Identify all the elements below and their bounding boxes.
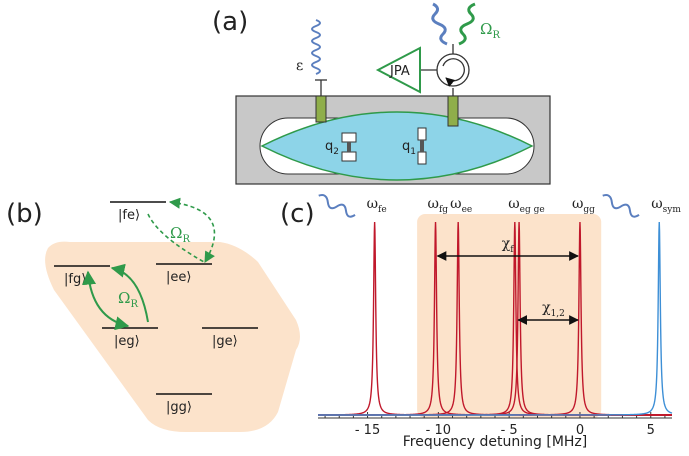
panel-b-label: (b) — [6, 199, 43, 229]
panel-a: (a) q2 q1 ε — [212, 2, 551, 185]
output-wave-green — [458, 2, 476, 46]
raman-label-left: ΩR — [118, 289, 138, 310]
drive-label: ε — [296, 58, 303, 74]
output-port — [447, 95, 459, 127]
incoming-wave-right — [602, 194, 640, 218]
x-tick-label: - 15 — [355, 423, 380, 438]
qubit-2: q2 — [325, 132, 357, 162]
jpa-amplifier — [375, 46, 421, 94]
level-fe-label: |fe⟩ — [118, 208, 140, 223]
chi-label: χ1,2 — [542, 300, 565, 319]
x-tick-label: - 10 — [426, 423, 451, 438]
peak-label: ωgg — [572, 196, 595, 215]
x-tick-label: - 5 — [501, 423, 518, 438]
raman-transition-left-2 — [110, 263, 149, 323]
raman-transition-left — [82, 270, 130, 331]
raman-label-top: ΩR — [170, 224, 190, 245]
circulator-arrow-icon — [442, 58, 465, 87]
peak-label: ωee — [450, 196, 472, 215]
qubit-2-label: q2 — [325, 139, 339, 157]
jpa-label: JPA — [389, 64, 410, 79]
level-ge-label: |ge⟩ — [212, 334, 238, 349]
peak-label: ωeg ge — [508, 196, 544, 215]
output-wave-blue — [431, 2, 448, 46]
panel-a-label: (a) — [212, 7, 248, 37]
peak-label: ωfg — [428, 196, 449, 215]
panel-b: (b) |fe⟩ |fg⟩ |ee⟩ |eg⟩ |ge⟩ |gg⟩ ΩR ΩR — [6, 197, 300, 432]
input-port — [315, 95, 327, 123]
raman-label-a: ΩR — [480, 20, 500, 41]
level-eg-label: |eg⟩ — [114, 334, 140, 349]
spectrum-chart: - 15 - 10 - 5 0 5 ωfe ωfg ωee ωeg ge ωgg ωsym χf χ1,… — [318, 196, 681, 438]
raman-transition-top-2 — [147, 213, 205, 263]
series-1-peak-0 — [318, 221, 673, 416]
cavity-mode — [260, 111, 534, 181]
chi-label: χf — [502, 236, 514, 255]
qubit-1-label: q1 — [402, 139, 416, 157]
qubit-1: q1 — [402, 127, 427, 165]
chart-shaded-band — [417, 214, 602, 418]
peak-label: ωsym — [651, 196, 681, 215]
panel-c: (c) - 15 - 10 - 5 0 5 ωfe ωfg ωee ωeg ge ωgg ωsym χ… — [280, 194, 681, 450]
x-axis-label: Frequency detuning [MHz] — [403, 434, 588, 450]
level-gg-label: |gg⟩ — [166, 400, 192, 415]
panel-c-label: (c) — [280, 199, 315, 229]
raman-transition-top — [168, 197, 216, 263]
incoming-wave-left — [318, 194, 356, 218]
level-fg-label: |fg⟩ — [64, 272, 86, 287]
level-ee-label: |ee⟩ — [166, 270, 191, 285]
x-tick-label: 5 — [647, 423, 655, 438]
x-tick-label: 0 — [576, 423, 584, 438]
peak-label: ωfe — [367, 196, 387, 215]
drive-wave — [311, 19, 321, 75]
